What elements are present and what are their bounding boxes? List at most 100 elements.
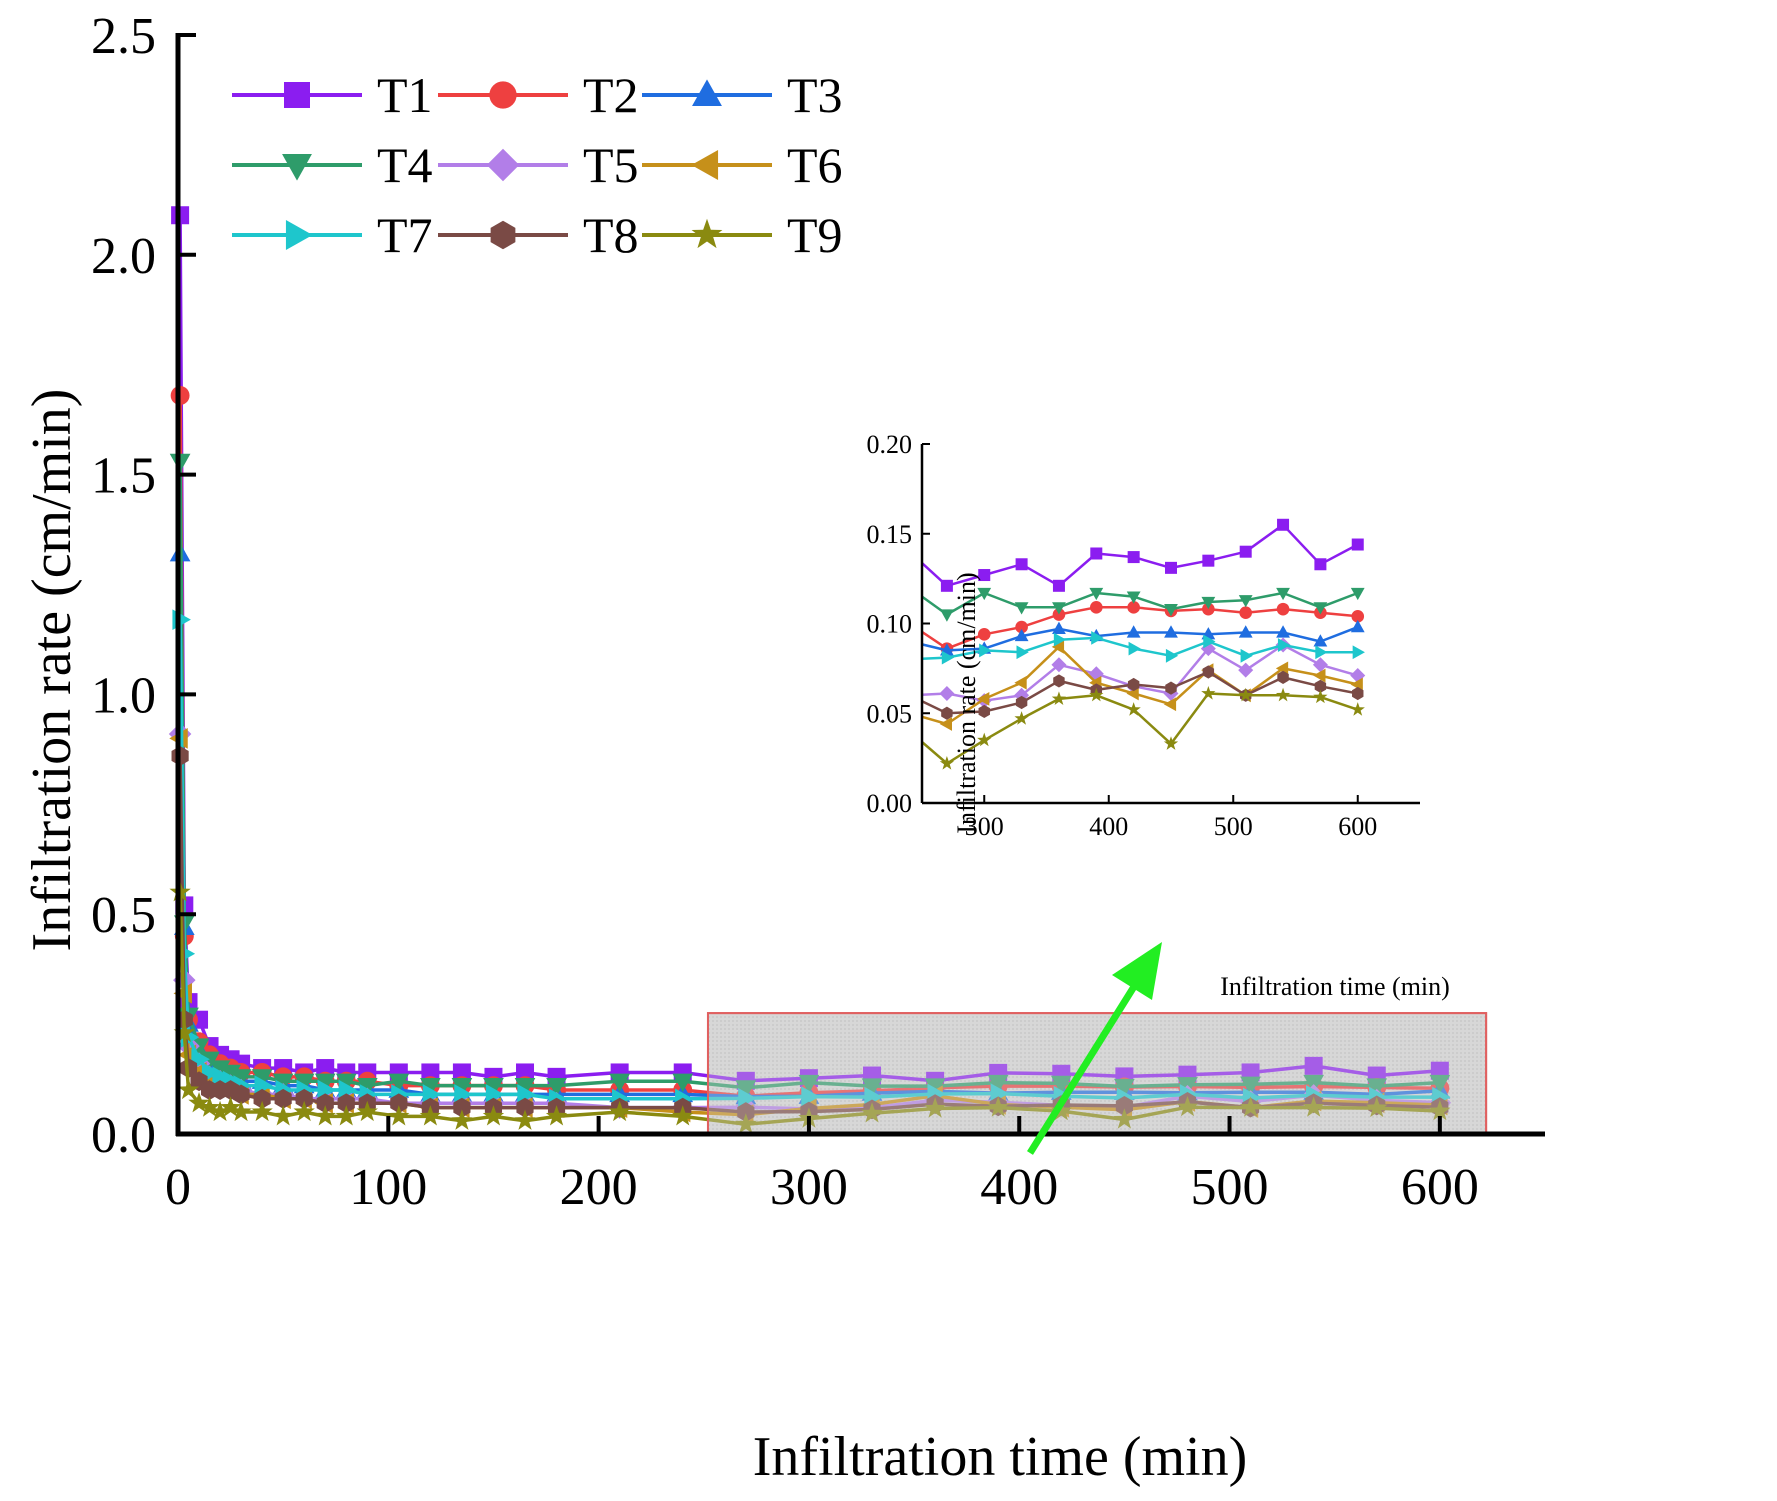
point-t4: [314, 1073, 336, 1093]
inset-y-tick-label: 0.15: [867, 520, 913, 549]
legend-marker: [691, 218, 723, 249]
legend: T1 T2 T3 T4 T5 T6 T7 T8 T9: [232, 67, 843, 263]
point-t9: [924, 1097, 946, 1118]
inset-point-t2: [1276, 602, 1290, 616]
main-x-tick-label: 100: [349, 1159, 427, 1216]
inset-point-t1: [1015, 558, 1028, 571]
point-t9: [219, 1096, 242, 1117]
inset-series-t2: [921, 601, 1365, 655]
inset-point-t4: [977, 587, 992, 601]
inset-point-t4: [1350, 587, 1365, 601]
inset-point-t9: [1163, 736, 1179, 750]
inset-point-t8: [1314, 679, 1327, 693]
point-t9: [545, 1105, 568, 1126]
point-t8: [253, 1088, 271, 1109]
point-t4: [356, 1077, 378, 1097]
inset-point-t3: [1238, 625, 1253, 638]
point-t9: [335, 1105, 357, 1126]
legend-entry-t6: T6: [642, 137, 843, 193]
point-t9: [1239, 1096, 1262, 1117]
main-x-tick-label: 300: [770, 1159, 848, 1216]
point-t9: [987, 1096, 1009, 1117]
inset-x-axis-label: Infiltration time (min): [1220, 972, 1450, 1001]
legend-marker: [282, 153, 312, 181]
point-t8: [390, 1093, 408, 1114]
point-t9: [482, 1105, 505, 1126]
inset-point-t7: [1315, 645, 1328, 660]
inset-point-t1: [1314, 558, 1327, 571]
main-y-tick-label: 1.0: [91, 667, 156, 724]
inset-point-t4: [1238, 595, 1253, 608]
inset-point-t5: [939, 686, 955, 702]
point-t9: [608, 1100, 631, 1122]
inset-point-t1: [1351, 538, 1364, 551]
legend-entry-t8: T8: [438, 207, 639, 263]
legend-entry-t9: T9: [642, 207, 843, 263]
point-t8: [1115, 1095, 1133, 1116]
series-t1: [171, 206, 1449, 1090]
inset-point-t2: [1090, 601, 1103, 614]
inset-point-t7: [1053, 632, 1067, 647]
legend-marker: [489, 81, 517, 109]
point-t1: [452, 1063, 471, 1082]
inset-point-t8: [1202, 665, 1215, 679]
inset-y-tick-labels: 0.00 0.05 0.10 0.15 0.20: [867, 430, 913, 818]
inset-point-t8: [1015, 695, 1028, 710]
point-t9: [1113, 1108, 1136, 1129]
inset-point-t6: [1126, 686, 1139, 701]
inset-point-t7: [1240, 648, 1253, 663]
inset-point-t4: [1201, 596, 1216, 610]
legend-entry-t5: T5: [438, 137, 639, 193]
legend-entry-t1: T1: [232, 67, 433, 123]
inset-x-tick-label: 400: [1089, 812, 1128, 841]
main-x-tick-label: 400: [980, 1159, 1058, 1216]
point-t8: [295, 1088, 313, 1109]
main-x-tick-label: 0: [165, 1159, 191, 1216]
point-t4: [987, 1074, 1009, 1094]
inset-point-t7: [1091, 630, 1104, 645]
inset-point-t6: [1163, 697, 1177, 712]
point-t7: [801, 1086, 820, 1107]
point-t4: [1050, 1075, 1072, 1095]
inset-point-t3: [1276, 625, 1290, 638]
point-t4: [798, 1074, 820, 1094]
point-t9: [314, 1105, 336, 1126]
legend-label: T1: [377, 67, 433, 123]
point-t4: [735, 1080, 757, 1099]
inset-point-t9: [1201, 686, 1216, 700]
point-t4: [451, 1077, 473, 1097]
legend-label: T8: [583, 207, 639, 263]
main-y-tick-label: 2.0: [91, 228, 156, 285]
inset-point-t2: [1015, 620, 1028, 634]
main-y-tick-label: 2.5: [91, 8, 156, 65]
point-t9: [251, 1100, 273, 1122]
main-x-axis-label: Infiltration time (min): [753, 1426, 1248, 1488]
inset-point-t8: [1277, 670, 1289, 684]
point-t9: [272, 1105, 294, 1126]
point-t9: [230, 1100, 252, 1122]
point-t9: [672, 1105, 694, 1126]
inset-point-t9: [1126, 702, 1141, 716]
inset-x-tick-labels: 300 400 500 600: [965, 812, 1378, 841]
legend-label: T7: [377, 207, 433, 263]
inset-point-t4: [1126, 591, 1141, 604]
inset-point-t7: [1277, 638, 1291, 652]
inset-point-t1: [1239, 545, 1252, 558]
inset-point-t9: [1350, 702, 1365, 716]
point-t1: [516, 1063, 535, 1082]
main-x-tick-label: 200: [560, 1159, 638, 1216]
inset-series-t8: [921, 665, 1364, 720]
inset-point-t4: [1164, 604, 1178, 617]
point-t9: [198, 1096, 221, 1117]
point-t9: [209, 1100, 231, 1122]
point-t4: [672, 1073, 694, 1093]
inset-point-t9: [1089, 687, 1104, 702]
point-t4: [272, 1073, 294, 1093]
inset-point-t1: [1090, 547, 1103, 560]
inset-y-tick-label: 0.10: [867, 610, 913, 639]
point-t9: [188, 1091, 210, 1113]
point-t9: [356, 1100, 378, 1122]
inset-point-t7: [1165, 648, 1179, 663]
inset-point-t1: [1052, 579, 1065, 592]
point-t7: [738, 1088, 757, 1109]
